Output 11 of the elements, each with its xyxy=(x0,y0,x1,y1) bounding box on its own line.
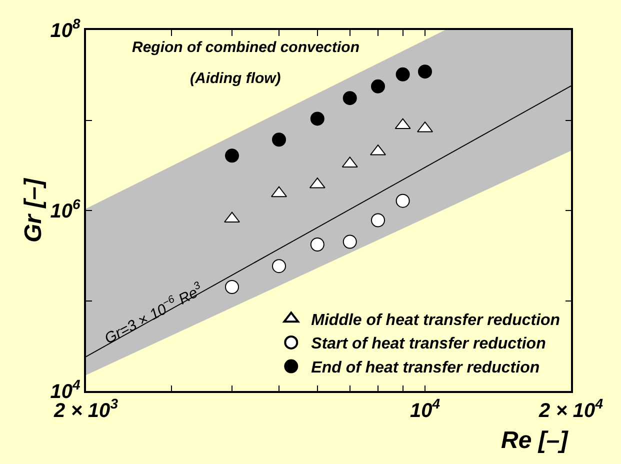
annotation: Region of combined convection xyxy=(132,39,360,56)
legend-label: Middle of heat transfer reduction xyxy=(311,312,560,329)
annotation: (Aiding flow) xyxy=(190,70,281,87)
y-tick-label: 10$^{6}$ xyxy=(50,196,80,222)
legend-label: Start of heat transfer reduction xyxy=(311,336,546,353)
x-tick-label: 10$^{4}$ xyxy=(410,395,440,422)
y-tick-label: 10$^{8}$ xyxy=(50,16,80,42)
legend-label: End of heat transfer reduction xyxy=(311,360,540,377)
y-axis-title: Gr [–] xyxy=(20,177,47,243)
x-tick-label: 2 × 10$^{4}$ xyxy=(538,395,604,422)
x-axis-title: Re [–] xyxy=(501,427,569,454)
